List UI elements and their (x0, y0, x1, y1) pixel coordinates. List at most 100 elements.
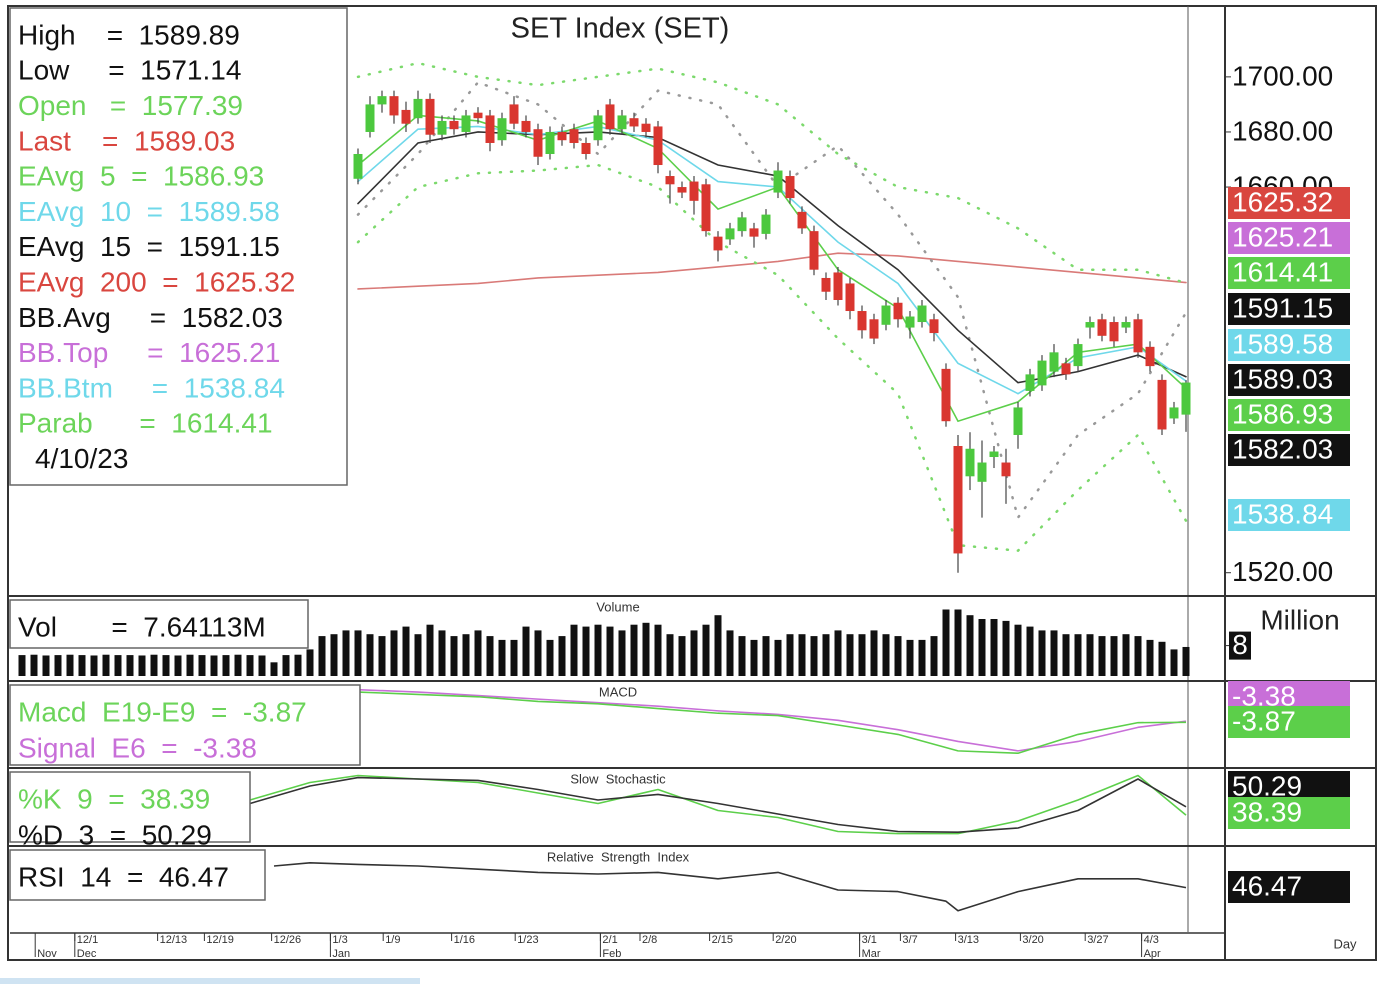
x-tick-label: 2/1 (602, 934, 617, 946)
volume-bar (774, 639, 782, 676)
volume-bar (246, 655, 254, 676)
volume-bar (750, 639, 758, 676)
info-text: Open = 1577.39 (18, 90, 243, 121)
indicator-line (357, 691, 1187, 755)
volume-bar (582, 626, 590, 676)
volume-bar (90, 655, 98, 676)
x-tick-label: 12/26 (274, 934, 302, 946)
candle-body (641, 123, 651, 132)
volume-bar (822, 634, 830, 676)
candle-body (965, 448, 975, 477)
volume-bar (642, 622, 650, 676)
x-tick-label: 1/16 (454, 934, 475, 946)
info-date: 4/10/23 (35, 443, 128, 474)
volume-bar (1110, 636, 1118, 676)
info-box (9, 849, 266, 901)
info-box (9, 599, 309, 649)
volume-bar (870, 630, 878, 676)
value-tag (1228, 797, 1350, 829)
value-tag-label: 1591.15 (1232, 292, 1333, 323)
candle-body (521, 120, 531, 132)
volume-bar (474, 630, 482, 676)
volume-bar (834, 630, 842, 676)
volume-bar (186, 654, 194, 676)
volume-bar (330, 634, 338, 676)
indicator-line (249, 776, 1187, 834)
volume-bar (1158, 641, 1166, 676)
value-tag-label: 1538.84 (1232, 498, 1333, 529)
candle-body (1085, 322, 1095, 328)
volume-bar (510, 639, 518, 676)
volume-bar (1170, 649, 1178, 676)
volume-bar (1098, 636, 1106, 676)
volume-bar (234, 654, 242, 676)
candle-body (785, 176, 795, 199)
month-tick-label: Nov (37, 948, 57, 960)
candle-body (605, 104, 615, 130)
value-tag-label: 1589.03 (1232, 363, 1333, 394)
panel-title: Relative Strength Index (547, 849, 690, 864)
candle-body (953, 446, 963, 554)
volume-bar (438, 630, 446, 676)
month-tick-label: Jan (332, 948, 350, 960)
candle-body (809, 231, 819, 270)
volume-bar (690, 630, 698, 676)
candle-body (833, 272, 843, 300)
candle-body (1133, 319, 1143, 353)
panel-title: MACD (599, 684, 637, 699)
candle-body (977, 462, 987, 482)
x-tick-label: 2/8 (642, 934, 657, 946)
volume-bar (42, 655, 50, 676)
volume-bar (678, 636, 686, 676)
volume-bar (270, 662, 278, 676)
volume-bar (318, 636, 326, 676)
volume-bar (366, 634, 374, 676)
info-text: RSI 14 = 46.47 (18, 861, 229, 892)
candle-body (1145, 346, 1155, 367)
volume-bar (66, 654, 74, 676)
candle-body (473, 112, 483, 119)
candle-body (1001, 462, 1011, 477)
volume-bar (450, 636, 458, 676)
volume-bar (174, 655, 182, 676)
info-text: EAvg 10 = 1589.58 (18, 196, 280, 227)
volume-bar (738, 636, 746, 676)
candle-body (533, 129, 543, 157)
candle-body (689, 181, 699, 201)
panel-title: Slow Stochastic (570, 771, 666, 786)
volume-bar (954, 609, 962, 676)
volume-bar (726, 630, 734, 676)
volume-bar (102, 654, 110, 676)
volume-bar (306, 649, 314, 676)
candle-body (569, 129, 579, 143)
volume-bar (618, 630, 626, 676)
value-tag-label: 1582.03 (1232, 433, 1333, 464)
candle-body (1169, 407, 1179, 419)
x-tick-label: 1/3 (332, 934, 347, 946)
volume-bar (138, 655, 146, 676)
candle-body (461, 115, 471, 132)
candle-body (365, 104, 375, 132)
candle-body (881, 305, 891, 325)
candle-body (353, 154, 363, 179)
volume-bar (282, 655, 290, 676)
dotted-band-line (356, 163, 1188, 552)
candle-body (437, 120, 447, 135)
value-tag (1228, 293, 1350, 325)
x-tick-label: 12/19 (206, 934, 234, 946)
candle-body (1061, 363, 1071, 375)
month-tick-label: Feb (602, 948, 621, 960)
volume-bar (498, 639, 506, 676)
candle-body (413, 98, 423, 119)
volume-bar (978, 619, 986, 676)
x-axis-label: Day (1333, 936, 1357, 951)
value-tag-label: -3.87 (1232, 705, 1296, 736)
volume-bar (222, 655, 230, 676)
info-text: BB.Btm = 1538.84 (18, 372, 285, 403)
x-tick-label: 3/20 (1022, 934, 1043, 946)
candle-body (1049, 352, 1059, 372)
candle-body (905, 316, 915, 328)
candle-body (797, 211, 807, 229)
info-text: Last = 1589.03 (18, 125, 235, 156)
volume-bar (918, 639, 926, 676)
